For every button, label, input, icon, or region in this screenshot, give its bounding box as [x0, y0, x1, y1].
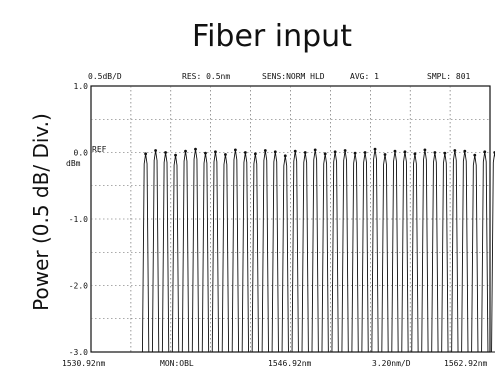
peak-marker [473, 153, 477, 157]
peak-marker [164, 151, 167, 154]
y-tick-label: 1.0 [74, 82, 89, 91]
peak-marker [483, 150, 487, 154]
peak-marker [463, 149, 467, 153]
peak-marker [453, 149, 457, 152]
y-tick-label: -1.0 [69, 215, 88, 224]
header-scale: 0.5dB/D [88, 72, 122, 81]
plot-grid [91, 86, 490, 352]
peak-marker [144, 152, 148, 156]
peak-marker [383, 153, 387, 156]
y-tick-label: 0.0 [74, 149, 89, 158]
y-axis-label: Power (0.5 dB/ Div.) [29, 113, 53, 311]
series-line [91, 148, 495, 353]
peak-marker [443, 151, 447, 155]
footer-monitor: MON:OBL [160, 359, 194, 368]
header-resolution: RES: 0.5nm [182, 72, 230, 81]
footer-start-wavelength: 1530.92nm [62, 359, 106, 368]
header-sampling: SMPL: 801 [427, 72, 471, 81]
header-averaging: AVG: 1 [350, 72, 379, 81]
peak-marker [333, 150, 337, 154]
peak-marker [413, 152, 417, 156]
peak-marker [184, 149, 187, 153]
peak-marker [403, 150, 407, 154]
footer-stop-wavelength: 1562.92nm [444, 359, 488, 368]
peak-marker [373, 147, 377, 151]
peak-marker [313, 148, 317, 152]
y-tick-label: -3.0 [69, 348, 88, 357]
peak-marker [273, 150, 277, 154]
y-tick-labels: 1.0 0.0 -1.0 -2.0 -3.0 [69, 82, 88, 357]
peak-marker [293, 149, 297, 153]
peak-marker [433, 151, 437, 154]
peak-marker [363, 151, 367, 154]
peak-marker [323, 152, 327, 156]
peak-marker [423, 148, 427, 152]
peak-marker [224, 153, 227, 156]
peak-marker [283, 154, 287, 158]
peak-marker [154, 149, 157, 152]
footer-span: 3.20nm/D [372, 359, 411, 368]
peak-marker [233, 148, 237, 152]
peak-marker [303, 151, 307, 154]
peak-marker [263, 149, 267, 152]
peak-marker [194, 147, 197, 151]
chart-title: Fiber input [192, 19, 352, 54]
y-unit-label: dBm [66, 159, 81, 168]
footer-center-wavelength: 1546.92nm [268, 359, 312, 368]
header-sensitivity: SENS:NORM HLD [262, 72, 325, 81]
peak-marker [243, 151, 247, 154]
y-tick-label: -2.0 [69, 282, 88, 291]
peak-marker [204, 151, 207, 155]
peak-marker [174, 153, 177, 157]
peak-marker [393, 149, 397, 153]
spectrum-trace [91, 148, 495, 353]
peak-marker [253, 152, 257, 156]
ref-marker-label: REF [92, 145, 107, 154]
peak-marker [353, 151, 357, 155]
peak-marker [343, 149, 347, 152]
peak-markers [144, 147, 495, 158]
peak-marker [214, 150, 217, 154]
